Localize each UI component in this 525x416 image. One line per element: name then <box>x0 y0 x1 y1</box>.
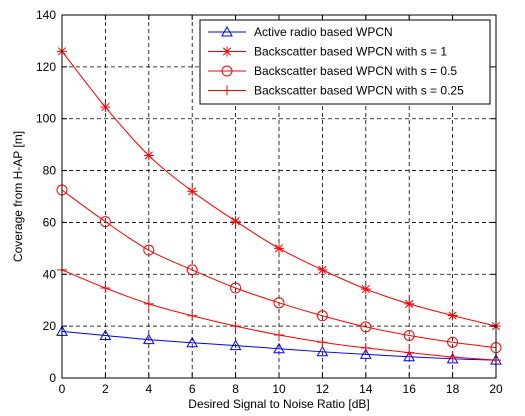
data-point <box>403 329 415 341</box>
data-point <box>447 351 458 362</box>
data-point <box>100 283 111 294</box>
data-point <box>143 298 154 309</box>
data-point <box>404 347 415 358</box>
x-tick-label: 18 <box>446 382 460 396</box>
data-point <box>142 333 155 345</box>
legend-entry: Backscatter based WPCN with s = 1 <box>208 45 447 59</box>
data-point <box>404 298 415 309</box>
legend-label: Active radio based WPCN <box>254 25 393 39</box>
data-point <box>186 336 199 348</box>
data-point <box>187 186 198 197</box>
data-point <box>447 310 458 321</box>
y-tick-label: 0 <box>49 371 56 385</box>
data-point <box>230 282 242 294</box>
series-layer <box>56 46 502 366</box>
data-point <box>360 321 372 333</box>
y-tick-label: 40 <box>43 267 57 281</box>
data-point <box>273 297 285 309</box>
y-tick-label: 60 <box>43 215 57 229</box>
legend-label: Backscatter based WPCN with s = 1 <box>254 45 447 59</box>
data-point <box>187 310 198 321</box>
legend-marker <box>221 25 233 37</box>
data-point <box>100 102 111 113</box>
y-tick-label: 120 <box>36 60 56 74</box>
y-tick-label: 80 <box>43 164 57 178</box>
data-point <box>274 243 284 254</box>
y-tick-label: 140 <box>36 8 56 22</box>
legend-marker <box>222 85 232 96</box>
data-point <box>229 339 242 351</box>
legend-entry: Backscatter based WPCN with s = 0.25 <box>208 84 464 98</box>
data-point <box>403 350 416 362</box>
legend-label: Backscatter based WPCN with s = 0.25 <box>254 84 464 98</box>
y-tick-label: 100 <box>36 112 56 126</box>
legend-entry: Backscatter based WPCN with s = 0.5 <box>208 64 457 78</box>
data-point <box>230 216 241 227</box>
data-point <box>316 345 329 357</box>
series-3 <box>57 264 501 366</box>
data-point <box>99 329 112 340</box>
x-tick-label: 20 <box>489 382 503 396</box>
data-point <box>186 264 198 276</box>
data-point <box>273 342 285 354</box>
data-point <box>317 264 328 275</box>
x-tick-label: 0 <box>59 382 66 396</box>
x-tick-label: 8 <box>232 382 239 396</box>
legend-label: Backscatter based WPCN with s = 0.5 <box>254 64 457 78</box>
data-point <box>274 329 284 340</box>
data-point <box>143 244 155 256</box>
x-tick-label: 4 <box>145 382 152 396</box>
x-tick-label: 6 <box>189 382 196 396</box>
legend-marker <box>221 65 233 77</box>
ticks: 0 2 4 6 8 10 12 14 16 18 20 0 20 40 60 80 100 120 140 <box>36 8 503 396</box>
data-point <box>360 342 371 353</box>
legend-marker <box>222 46 232 57</box>
x-tick-label: 14 <box>359 382 373 396</box>
series-line <box>61 330 497 361</box>
data-point <box>316 310 328 322</box>
y-tick-label: 20 <box>43 319 57 333</box>
data-point <box>317 337 328 348</box>
legend: Active radio based WPCN Backscatter based… <box>199 19 491 105</box>
legend-box <box>199 19 491 105</box>
x-tick-label: 12 <box>316 382 330 396</box>
data-point <box>360 284 371 295</box>
series-0 <box>56 325 502 365</box>
x-axis-label: Desired Signal to Noise Ratio [dB] <box>188 397 369 411</box>
data-point <box>446 352 459 364</box>
data-point <box>230 321 241 332</box>
y-axis-label: Coverage from H-AP [m] <box>11 131 25 262</box>
data-point <box>359 348 372 359</box>
x-tick-label: 10 <box>272 382 286 396</box>
data-point <box>447 336 459 348</box>
data-point <box>143 150 154 161</box>
legend-entry: Active radio based WPCN <box>208 25 393 39</box>
x-tick-label: 2 <box>102 382 109 396</box>
x-tick-label: 16 <box>403 382 417 396</box>
series-line <box>61 189 497 349</box>
data-point <box>99 216 111 228</box>
